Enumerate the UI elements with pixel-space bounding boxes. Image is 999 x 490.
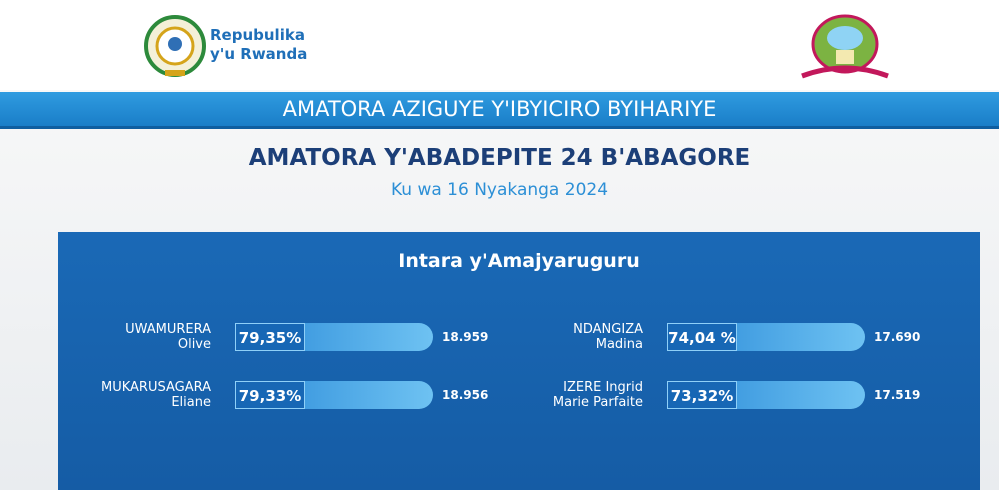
percent: 74,04 % [667, 323, 737, 351]
votes: 18.959 [442, 330, 489, 344]
banner: AMATORA AZIGUYE Y'IBYICIRO BYIHARIYE [0, 92, 999, 129]
result-bar: 74,04 % [667, 323, 865, 351]
name-line: NDANGIZA [573, 322, 643, 337]
candidate-name: MUKARUSAGARA Eliane [58, 380, 211, 410]
candidate-name: NDANGIZA Madina [490, 322, 643, 352]
result-bar: 73,32% [667, 381, 865, 409]
name-line: MUKARUSAGARA [101, 380, 211, 395]
name-line: Olive [177, 337, 211, 352]
percent: 79,33% [235, 381, 305, 409]
percent: 79,35% [235, 323, 305, 351]
votes: 17.519 [874, 388, 921, 402]
date: Ku wa 16 Nyakanga 2024 [390, 180, 609, 200]
votes: 17.690 [874, 330, 921, 344]
name-line: Madina [595, 337, 643, 352]
logo-text: Repubulika y'u Rwanda [210, 26, 307, 64]
name-line: IZERE Ingrid [563, 380, 643, 395]
logo-line: y'u Rwanda [210, 45, 308, 63]
results-panel: Intara y'Amajyaruguru UWAMURERA Olive 79,3… [58, 232, 980, 490]
percent: 73,32% [667, 381, 737, 409]
result-bar: 79,33% [235, 381, 433, 409]
parliament-logo [801, 14, 889, 79]
result-bar: 79,35% [235, 323, 433, 351]
name-line: Eliane [171, 395, 211, 410]
candidate-name: IZERE Ingrid Marie Parfaite [490, 380, 643, 410]
panel-title: Intara y'Amajyaruguru [398, 250, 640, 272]
rwanda-emblem [144, 15, 206, 77]
title: AMATORA Y'ABADEPITE 24 B'ABAGORE [248, 145, 751, 171]
candidate-name: UWAMURERA Olive [58, 322, 211, 352]
votes: 18.956 [442, 388, 489, 402]
name-line: Marie Parfaite [552, 395, 643, 410]
logo-line: Repubulika [210, 26, 305, 44]
name-line: UWAMURERA [125, 322, 211, 337]
